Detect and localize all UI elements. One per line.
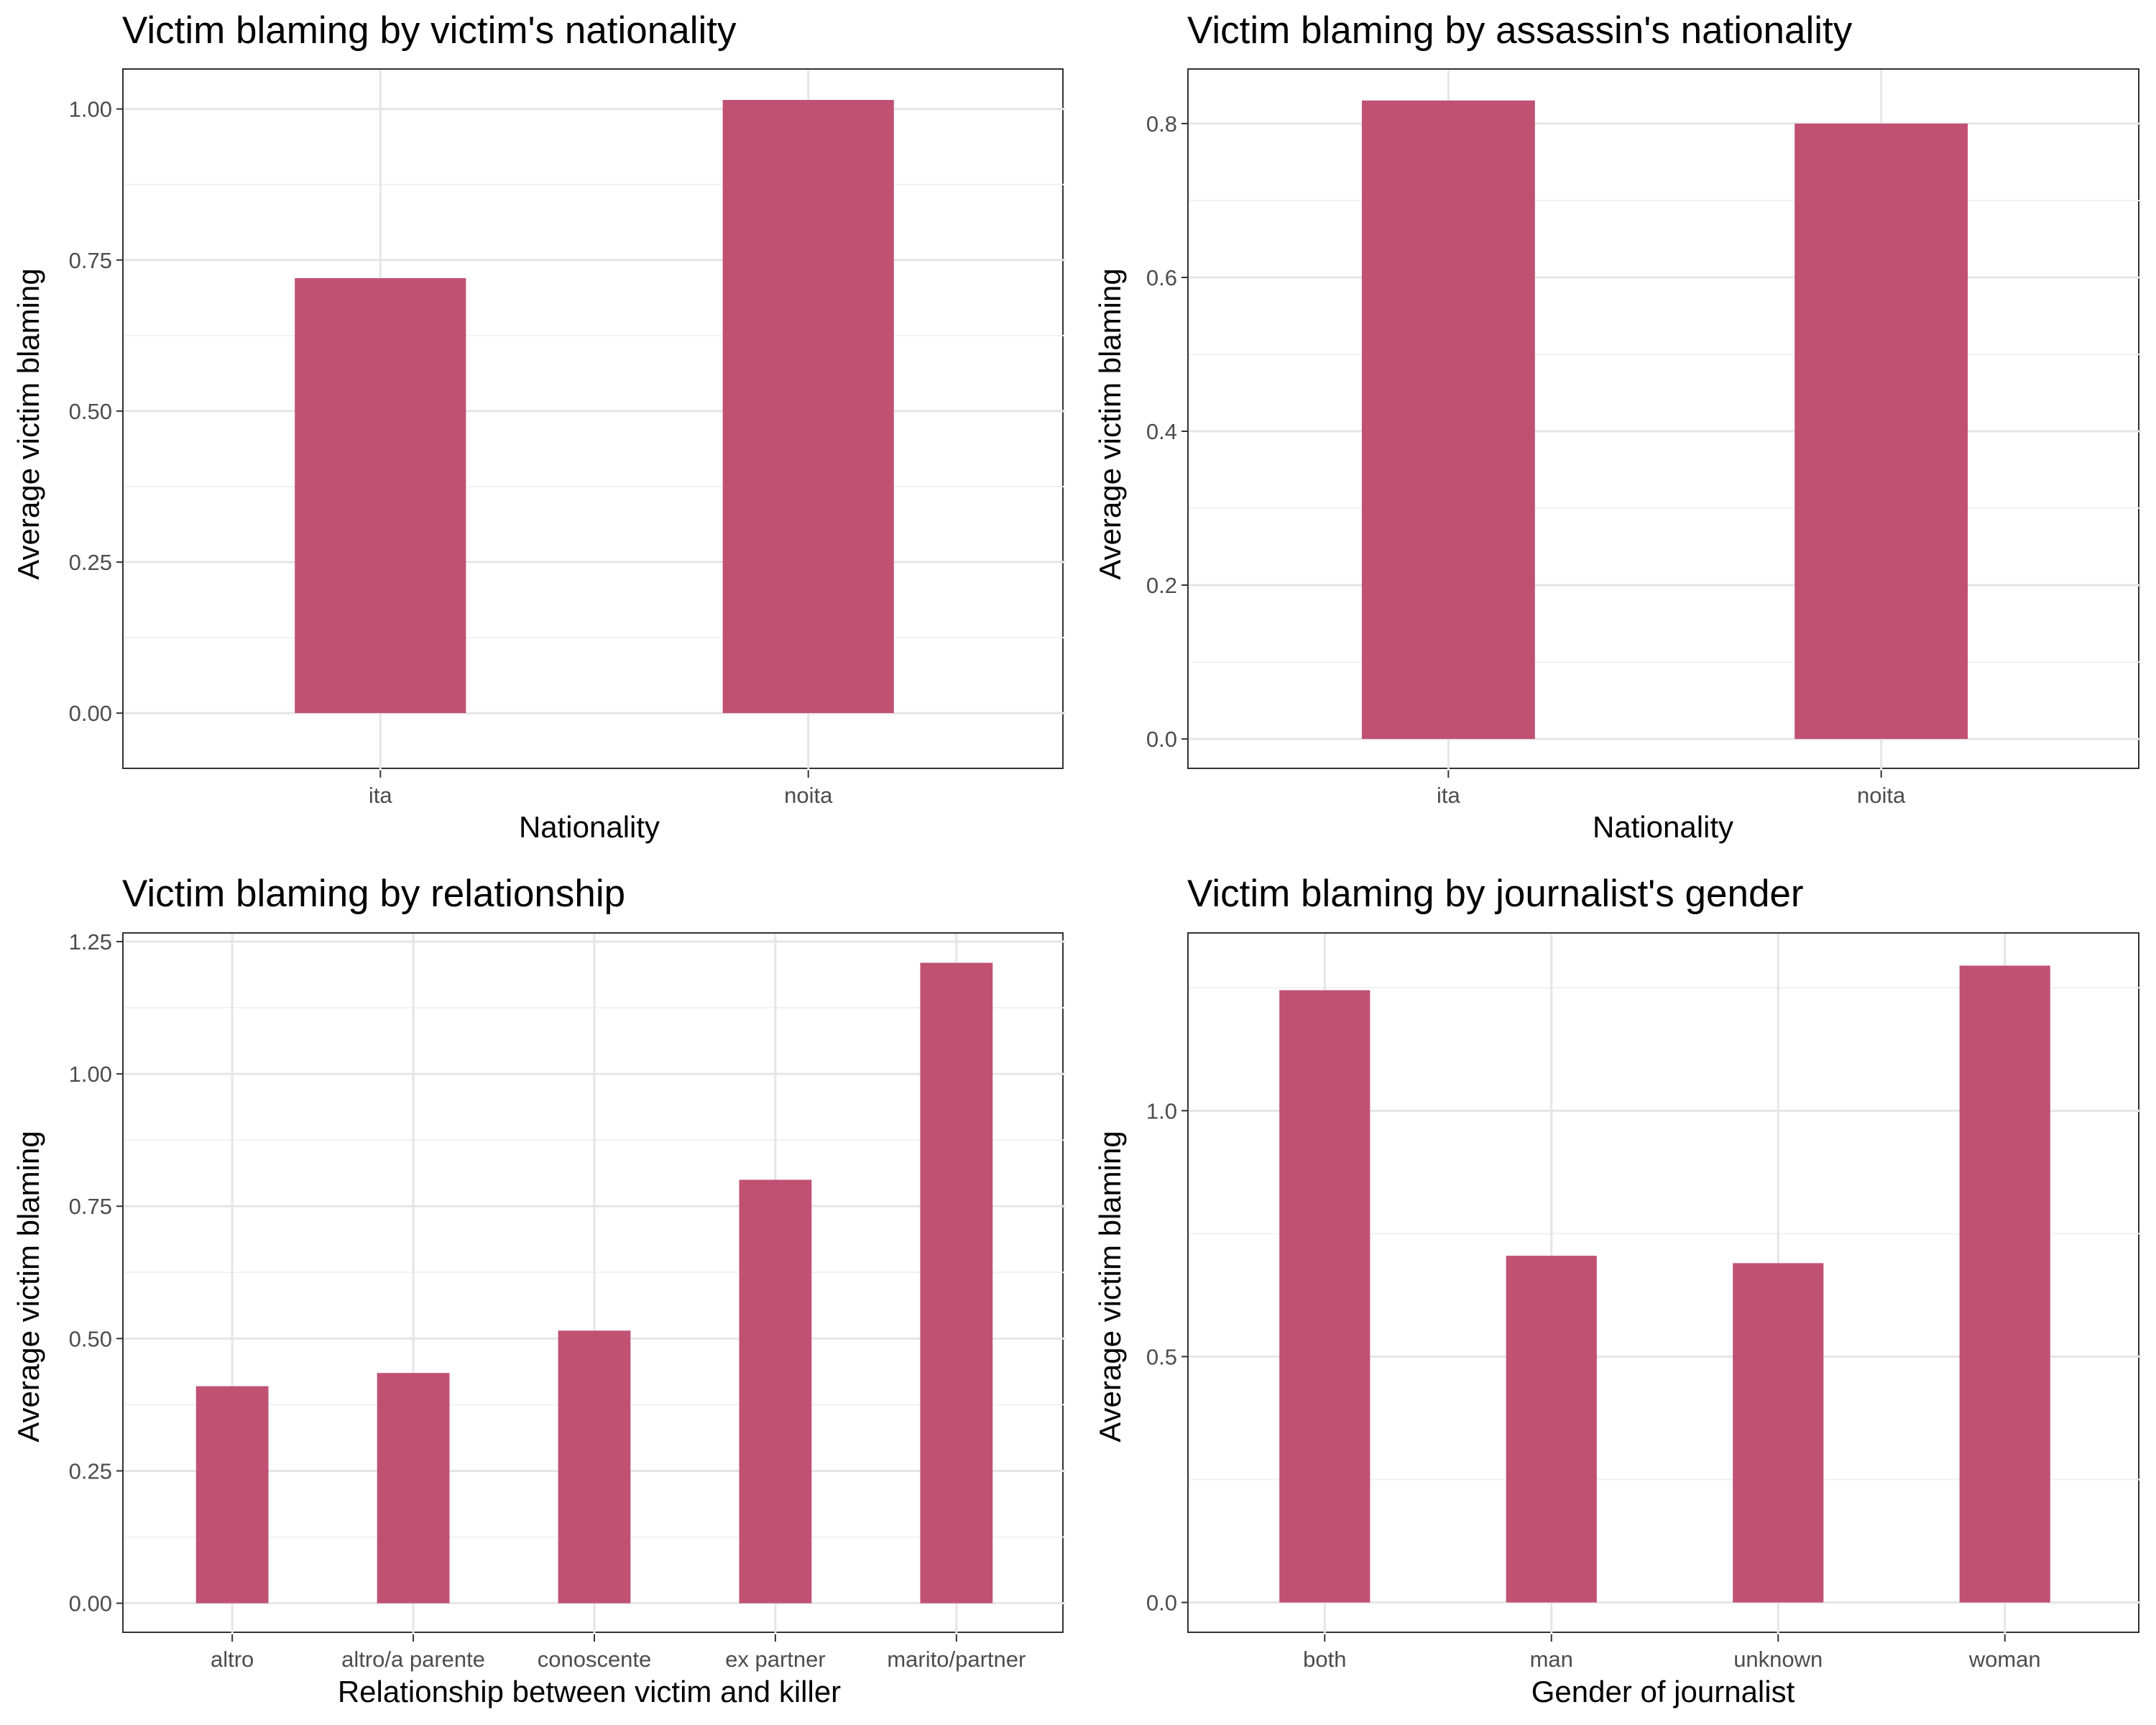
x-tick-label: ita [1437, 783, 1461, 808]
x-tick-label: marito/partner [887, 1647, 1026, 1672]
bar [295, 277, 466, 714]
bar-chart-svg: 0.00 0.25 0.50 0.75 1.00 ita noita [69, 70, 1065, 808]
y-axis-label: Average victim blaming [1093, 268, 1127, 580]
x-tick-label: altro/a parente [341, 1647, 485, 1672]
y-tick-label: 0.00 [69, 701, 112, 726]
y-tick-label: 0.0 [1146, 1591, 1177, 1616]
bar [920, 962, 993, 1604]
x-axis-label: Relationship between victim and killer [337, 1675, 842, 1708]
bar [722, 100, 894, 714]
x-axis-label: Nationality [1592, 810, 1734, 844]
x-tick-label: altro [211, 1647, 254, 1672]
bar [195, 1386, 269, 1604]
y-tick-label: 0.5 [1146, 1344, 1177, 1369]
y-tick-label: 1.00 [69, 1062, 112, 1087]
x-tick-label: man [1530, 1647, 1573, 1672]
y-tick-label: 0.75 [69, 248, 112, 273]
y-tick-label: 0.8 [1146, 111, 1177, 137]
y-axis-label: Average victim blaming [1093, 1131, 1127, 1443]
y-tick-label: 0.50 [69, 1326, 112, 1351]
bar-chart-svg: 0.00 0.25 0.50 0.75 1.00 1.25 altro altro/a par… [69, 929, 1065, 1672]
chart-title: Victim blaming by victim's nationality [122, 9, 737, 52]
x-tick-label: ex partner [725, 1647, 826, 1672]
y-tick-label: 0.0 [1146, 727, 1177, 752]
x-tick-label: woman [1968, 1647, 2041, 1672]
y-tick-label: 0.25 [69, 1458, 112, 1484]
bar [739, 1179, 812, 1604]
y-tick-label: 0.50 [69, 399, 112, 424]
bar [1506, 1256, 1597, 1603]
y-tick-label: 1.25 [69, 929, 112, 954]
chart-title: Victim blaming by relationship [122, 873, 626, 915]
bar-chart-svg: 0.0 0.5 1.0 both man unknown woman [1146, 934, 2141, 1672]
bar [1795, 123, 1968, 740]
plot-area: 0.0 0.5 1.0 both man unknown woman [1146, 932, 2141, 1672]
bar [558, 1330, 631, 1604]
bar [1279, 990, 1370, 1603]
x-tick-label: conoscente [538, 1647, 652, 1672]
y-tick-label: 0.6 [1146, 265, 1177, 290]
y-tick-label: 0.00 [69, 1591, 112, 1616]
bar [377, 1373, 450, 1604]
plot-area: 0.00 0.25 0.50 0.75 1.00 1.25 altro altro/a par… [69, 929, 1065, 1672]
y-tick-label: 1.00 [69, 97, 112, 122]
x-tick-label: noita [784, 783, 833, 808]
bar [1733, 1263, 1824, 1603]
bar-chart-svg: 0.0 0.2 0.4 0.6 0.8 ita noita [1146, 70, 2141, 808]
y-tick-label: 0.75 [69, 1194, 112, 1219]
plot-area: 0.0 0.2 0.4 0.6 0.8 ita noita [1146, 68, 2141, 808]
y-tick-label: 1.0 [1146, 1098, 1177, 1123]
y-axis-label: Average victim blaming [11, 1131, 45, 1443]
bar [1959, 965, 2050, 1603]
x-tick-label: noita [1857, 783, 1906, 808]
y-tick-label: 0.4 [1146, 419, 1177, 444]
chart-title: Victim blaming by assassin's nationality [1187, 9, 1853, 52]
y-axis-label: Average victim blaming [11, 268, 45, 580]
y-tick-label: 0.25 [69, 550, 112, 575]
x-tick-label: unknown [1733, 1647, 1823, 1672]
bar [1361, 100, 1535, 740]
x-axis-label: Nationality [518, 810, 660, 844]
x-axis-label: Gender of journalist [1531, 1675, 1795, 1708]
plot-area: 0.00 0.25 0.50 0.75 1.00 ita noita [69, 68, 1065, 808]
x-tick-label: both [1303, 1647, 1346, 1672]
y-tick-label: 0.2 [1146, 573, 1177, 598]
x-tick-label: ita [369, 783, 393, 808]
chart-title: Victim blaming by journalist's gender [1187, 873, 1804, 915]
